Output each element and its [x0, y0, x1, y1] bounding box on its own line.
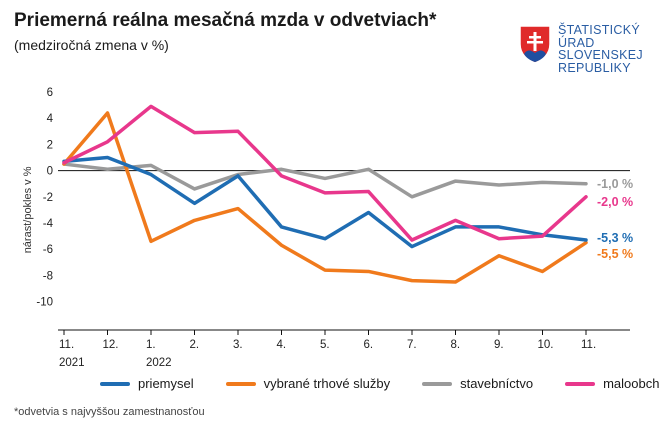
logo-line: ŠTATISTICKÝ [558, 23, 641, 37]
footnote: *odvetvia s najvyššou zamestnanosťou [14, 406, 205, 418]
end-value-label: -1,0 % [597, 177, 633, 191]
y-tick-label: 0 [47, 166, 53, 178]
legend-swatch [565, 381, 596, 386]
end-value-label: -2,0 % [597, 195, 633, 209]
x-tick-label: 7. [407, 339, 417, 351]
y-tick-label: 2 [47, 139, 53, 151]
chart-subtitle: (medziročná zmena v %) [14, 37, 169, 53]
legend-item-maloobchod: maloobchod [565, 376, 660, 391]
y-tick-label: -4 [43, 218, 54, 230]
y-axis-label: nárast/pokles v % [22, 166, 34, 253]
legend-swatch [422, 381, 453, 386]
end-value-label: -5,5 % [597, 247, 633, 261]
y-tick-label: -10 [36, 297, 53, 309]
x-tick-label: 8. [451, 339, 461, 351]
y-tick-label: -6 [43, 244, 53, 256]
logo-line: REPUBLIKY [558, 60, 631, 75]
y-tick-label: 4 [47, 113, 54, 125]
legend-label: priemysel [138, 376, 194, 391]
legend-item-vybrane-trhove-sluzby: vybrané trhové služby [225, 376, 391, 391]
series-line-vybrané-trhové-služby [62, 111, 588, 284]
end-value-label: -5,3 % [597, 231, 633, 245]
y-tick-label: 6 [47, 87, 53, 99]
legend-item-stavebnictvo: stavebníctvo [422, 376, 533, 391]
y-tick-label: -8 [43, 270, 53, 282]
y-tick-label: -2 [43, 192, 53, 204]
series-line-priemysel [62, 155, 588, 249]
x-tick-label: 2. [190, 339, 200, 351]
x-tick-label: 9. [494, 339, 504, 351]
x-tick-label: 11. [581, 339, 596, 351]
series-line-maloobchod [62, 104, 588, 242]
x-tick-label: 12. [103, 339, 119, 351]
x-tick-label: 1. [146, 339, 156, 351]
legend-label: maloobchod [603, 376, 660, 391]
x-tick-label: 11. [59, 339, 74, 351]
legend-item-priemysel: priemysel [100, 376, 194, 391]
x-tick-label: 10. [538, 339, 554, 351]
legend-label: stavebníctvo [460, 376, 534, 391]
x-year-label: 2022 [146, 357, 172, 369]
slovak-coat-of-arms-icon [519, 25, 551, 64]
legend-swatch [225, 381, 256, 386]
logo-line: ÚRAD [558, 35, 595, 50]
x-tick-label: 6. [364, 339, 374, 351]
x-tick-label: 4. [277, 339, 287, 351]
statistical-office-logo: ŠTATISTICKÝ ÚRAD SLOVENSKEJ REPUBLIKY [518, 24, 646, 78]
logo-line: SLOVENSKEJ [558, 48, 643, 62]
chart-legend: priemysel vybrané trhové služby stavební… [100, 376, 660, 391]
series-line-stavebníctvo [62, 162, 588, 199]
x-tick-label: 5. [320, 339, 330, 351]
x-year-label: 2021 [59, 357, 85, 369]
legend-label: vybrané trhové služby [263, 376, 391, 391]
logo-text: ŠTATISTICKÝ ÚRAD SLOVENSKEJ REPUBLIKY [558, 24, 643, 74]
x-tick-label: 3. [233, 339, 243, 351]
legend-swatch [100, 381, 130, 386]
chart-title: Priemerná reálna mesačná mzda v odvetvia… [14, 10, 437, 31]
